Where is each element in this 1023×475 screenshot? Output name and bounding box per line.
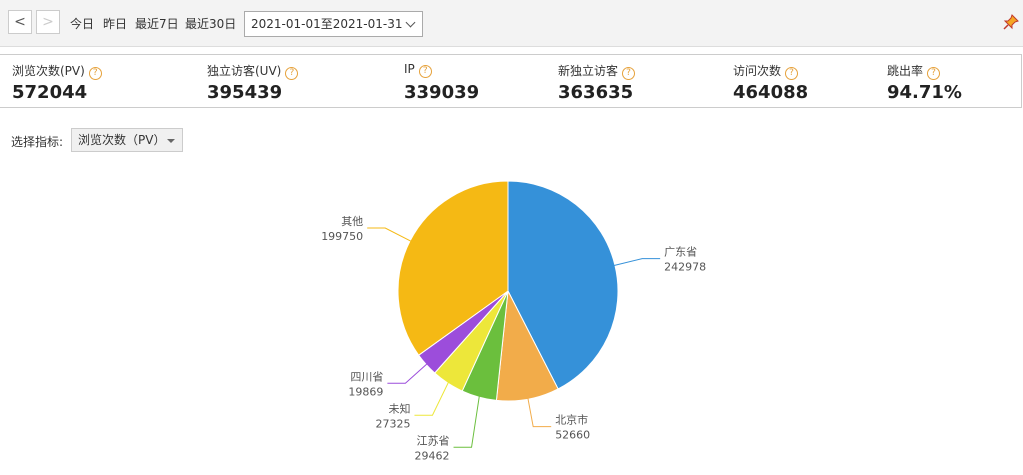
metric-label-text: IP: [404, 62, 415, 76]
metric-label: 浏览次数(PV)?: [12, 62, 102, 80]
metric-label-text: 浏览次数(PV): [12, 64, 85, 78]
metric-value: 94.71%: [887, 82, 962, 103]
metric-label-text: 独立访客(UV): [207, 64, 282, 78]
metric-label-text: 新独立访客: [558, 64, 619, 78]
metric-label-text: 访问次数: [733, 64, 782, 78]
slice-value: 52660: [555, 429, 590, 442]
slice-label: 四川省: [350, 370, 383, 383]
slice-value: 199750: [321, 230, 363, 243]
prev-button[interactable]: <: [8, 10, 32, 34]
slice-value: 242978: [664, 261, 706, 274]
metric-value: 339039: [404, 82, 480, 103]
leader-line: [367, 227, 413, 243]
slice-value: 29462: [415, 449, 450, 462]
help-icon[interactable]: ?: [418, 65, 432, 78]
leader-line: [387, 362, 429, 384]
help-icon[interactable]: ?: [927, 67, 941, 80]
quick-range[interactable]: 昨日: [103, 17, 128, 31]
slice-label: 江苏省: [417, 434, 450, 447]
metric-value: 363635: [558, 82, 634, 103]
metric-label: 新独立访客?: [558, 62, 636, 80]
quick-range[interactable]: 今日: [70, 17, 95, 31]
metric-value: 464088: [733, 82, 809, 103]
pin-icon[interactable]: [1003, 14, 1019, 30]
slice-label: 其他: [341, 215, 363, 228]
slice-label: 北京市: [555, 413, 588, 427]
metric-label: 跳出率?: [887, 62, 941, 80]
metrics-row: 浏览次数(PV)? 572044 独立访客(UV)? 395439 IP? 339039 新…: [0, 54, 1022, 108]
quick-range[interactable]: 最近30日: [185, 17, 237, 31]
selector-label: 选择指标:: [11, 135, 64, 149]
help-icon[interactable]: ?: [622, 67, 636, 80]
metric-select[interactable]: 浏览次数（PV）: [71, 128, 183, 152]
help-icon[interactable]: ?: [785, 67, 799, 80]
help-icon[interactable]: ?: [285, 67, 299, 80]
slice-value: 27325: [375, 417, 410, 430]
help-icon[interactable]: ?: [88, 67, 102, 80]
metric-value: 572044: [12, 82, 88, 103]
metric-value: 395439: [207, 82, 283, 103]
metric-label: 独立访客(UV)?: [207, 62, 299, 80]
leader-line: [612, 258, 661, 267]
leader-line: [414, 381, 450, 416]
slice-value: 19869: [348, 385, 383, 398]
pie-chart: 广东省 242978 北京市 52660 江苏省 29462 未知 27325 四川省 19869…: [321, 180, 706, 462]
next-button[interactable]: >: [36, 10, 60, 34]
toolbar: < > 今日 昨日 最近7日 最近30日 2021-01-01至2021-01-…: [0, 0, 1023, 47]
quick-range[interactable]: 最近7日: [135, 17, 179, 31]
slice-label: 广东省: [664, 246, 697, 259]
metric-label-text: 跳出率: [887, 64, 924, 78]
date-range-select[interactable]: 2021-01-01至2021-01-31: [244, 11, 423, 37]
slice-label: 未知: [388, 401, 410, 415]
metric-label: 访问次数?: [733, 62, 799, 80]
leader-line: [527, 397, 552, 428]
leader-line: [453, 395, 480, 448]
metric-label: IP?: [404, 62, 432, 78]
